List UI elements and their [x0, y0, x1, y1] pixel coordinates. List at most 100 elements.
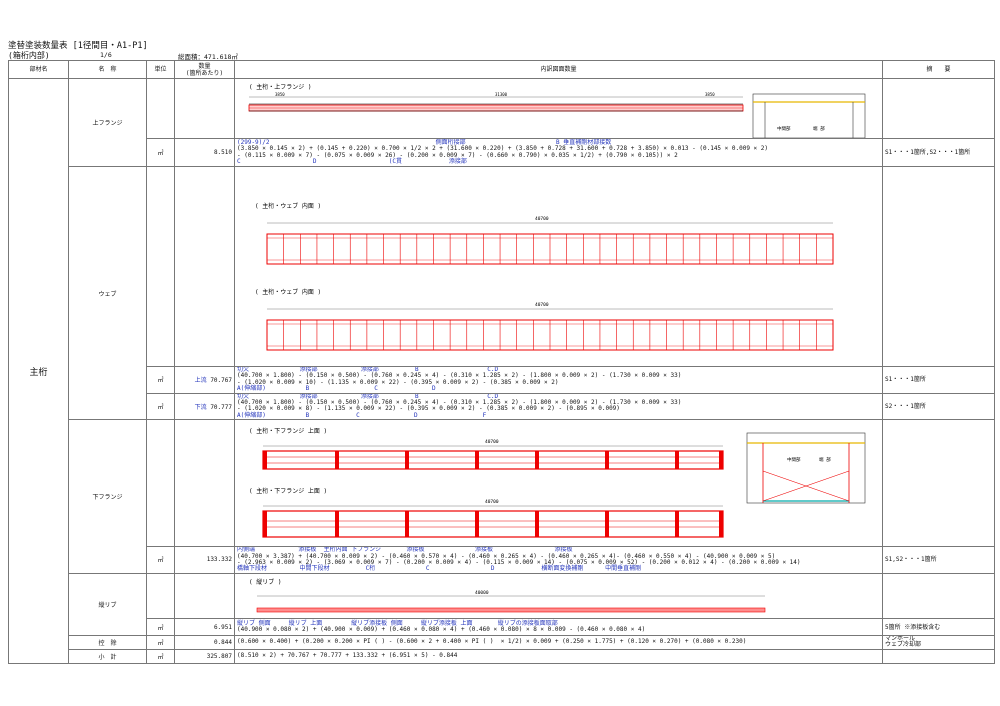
rib-formula: (40.900 × 0.080 × 2) + (40.900 × 0.009) … — [237, 626, 646, 633]
rib-name: 縦リブ — [68, 572, 147, 636]
web-r2-formula-2: - (1.020 × 0.009 × 8) - (1.135 × 0.009 ×… — [237, 405, 620, 413]
deduct-qty: 0.844 — [174, 634, 235, 650]
lower-flange-name: 下フランジ — [68, 419, 147, 574]
lower-flange-unit: ㎡ — [146, 545, 175, 574]
splice-plate — [335, 511, 339, 538]
web-r1-formula: 切欠 添接部 添接部 B C.D (40.700 × 1.800) - (0.15… — [234, 365, 883, 394]
web-drawing: ( 主桁・ウェブ 内面 ) 40700 下流 ( 主桁・ウェブ 内面 ) 407… — [234, 166, 883, 367]
document-title: 塗替塗装数量表 [1径間目・A1-P1] — [8, 41, 148, 51]
upper-flange-remarks: S1・・・1箇所,S2・・・1箇所 — [882, 137, 995, 168]
splice-plate — [475, 511, 479, 538]
web-r1-qty: 70.767 — [210, 377, 232, 385]
deduct-row: 控 除 ㎡ 0.844 (0.600 × 0.400) + (0.200 × 0… — [9, 634, 995, 650]
quantity-table: 部材名 名 称 単位 数量 (箇所あたり) 内訳図面数量 摘 要 主桁 上フラン… — [8, 59, 995, 665]
lower-flange-section-label-2: 端 部 — [819, 456, 831, 463]
lower-flange-section-label-1: 中間部 — [787, 456, 801, 463]
lower-flange-annot-top: 内側端 添接板 主桁内面 下フランジ 添接板 添接板 添接板 — [237, 546, 573, 554]
splice-plate — [263, 451, 267, 470]
col-detail: 内訳図面数量 — [234, 59, 883, 80]
splice-plate — [675, 451, 679, 470]
web-r2-formula-1: (40.700 × 1.800) - (0.150 × 0.500) - (0.… — [237, 399, 682, 407]
subtotal-row: 小 計 ㎡ 325.807 (8.510 × 2) + 70.767 + 70.… — [9, 648, 995, 665]
lower-flange-annot-bot: 橋軸下段材 中間下段材 C桁 C D 横断面変換補剛 中間垂直補剛 — [237, 565, 642, 573]
member-group: 主桁 — [8, 78, 69, 664]
upper-flange-section-label-2: 端 部 — [813, 125, 825, 132]
splice-plate — [263, 511, 267, 538]
col-member: 部材名 — [8, 59, 69, 80]
lower-flange-drawing2-title: ( 主桁・下フランジ 上面 ) — [249, 487, 327, 495]
web-drawing2-title: ( 主桁・ウェブ 内面 ) — [255, 288, 321, 296]
web-r1-remarks: S1・・・1箇所 — [882, 365, 995, 394]
splice-plate — [535, 451, 539, 470]
web-r1-formula-1: (40.700 × 1.800) - (0.150 × 0.500) - (0.… — [237, 372, 682, 380]
rib-qty: 6.951 — [174, 618, 235, 636]
lower-flange-dim1: 40700 — [485, 439, 499, 445]
rib-annot-top: 縦リブ 側面 縦リブ 上面 縦リブ添接板 側面 縦リブ添接板 上面 縦リブの添接… — [237, 619, 558, 627]
col-qty: 数量 (箇所あたり) — [174, 59, 235, 80]
splice-plate — [605, 451, 609, 470]
lower-flange-dim2: 40700 — [485, 499, 499, 505]
web-dim1: 40700 — [535, 216, 549, 222]
rib-remarks: 5箇所 ※添接板含む — [882, 618, 995, 636]
upper-flange-unit: ㎡ — [146, 137, 175, 168]
upper-flange-annot-bot: C D (C貫 添接部 — [237, 157, 467, 165]
web-downstream-row: ㎡ 下流 70.777 切欠 添接部 添接部 B C.D (40.700 × 1.… — [9, 392, 995, 421]
web-drawing-row: ウェブ ( 主桁・ウェブ 内面 ) 40700 下流 ( 主桁・ウェブ 内面 )… — [9, 166, 995, 421]
splice-plate — [719, 451, 723, 470]
upper-flange-formula-row: ㎡ 8.510 (299-9)/2 側面桁接部 B 垂直補剛材部接数 (3.850… — [9, 137, 995, 168]
splice-plate — [605, 511, 609, 538]
lower-flange-formula-row: ㎡ 133.332 内側端 添接板 主桁内面 下フランジ 添接板 添接板 添接板… — [9, 545, 995, 574]
deduct-remarks: マンホール ウェブ冷却部 — [882, 634, 995, 650]
web-upstream-row: ㎡ 上流 70.767 切欠 添接部 添接部 B C.D (40.700 × 1.… — [9, 365, 995, 394]
deduct-formula: (0.600 × 0.400) + (0.200 × 0.200 × PI ( … — [234, 634, 883, 650]
web-r2-remarks: S2・・・1箇所 — [882, 392, 995, 421]
web-r1-annot-bot: A(伸縮部) B C D — [237, 384, 436, 392]
upper-flange-name: 上フランジ — [68, 78, 147, 168]
web-r2-unit: ㎡ — [146, 392, 175, 421]
splice-plate — [719, 511, 723, 538]
upper-flange-drawing: ( 主桁・上フランジ ) 31300 3850 3850 中間部 端 部 — [234, 78, 883, 139]
web-r2-formula: 切欠 添接部 添接部 B C.D (40.700 × 1.800) - (0.15… — [234, 392, 883, 421]
subtotal-name: 小 計 — [68, 648, 147, 665]
table-header-row: 部材名 名 称 単位 数量 (箇所あたり) 内訳図面数量 摘 要 — [8, 59, 995, 80]
upper-flange-annot-top: (299-9)/2 側面桁接部 B 垂直補剛材部接数 — [237, 138, 612, 146]
rib-dim: 40000 — [475, 590, 489, 596]
web-r2-annot-bot: A(伸縮部) B C D F — [237, 411, 487, 419]
lower-flange-remarks: S1,S2・・・1箇所 — [882, 545, 995, 574]
upper-flange-dim-right: 3850 — [705, 92, 715, 97]
web-r1-formula-2: - (1.020 × 0.009 × 10) - (1.135 × 0.009 … — [237, 378, 559, 386]
col-unit: 単位 — [146, 59, 175, 80]
splice-plate — [405, 511, 409, 538]
col-remarks: 摘 要 — [882, 59, 995, 80]
document-header: 塗替塗装数量表 [1径間目・A1-P1] (箱桁内部) — [8, 41, 148, 61]
subtotal-formula: (8.510 × 2) + 70.767 + 70.777 + 133.332 … — [234, 648, 883, 665]
upper-flange-drawing-row: 主桁 上フランジ ( 主桁・上フランジ ) 31300 3850 3850 中間… — [8, 78, 995, 664]
lower-flange-qty: 133.332 — [174, 545, 235, 574]
upper-flange-qty: 8.510 — [174, 137, 235, 168]
web-r2-side: 下流 — [194, 403, 207, 411]
subtotal-unit: ㎡ — [146, 648, 175, 665]
lower-flange-drawing: ( 主桁・下フランジ 上面 ) 40700 ( 主桁・下フランジ 上面 ) 40… — [234, 419, 883, 547]
deduct-unit: ㎡ — [146, 634, 175, 650]
lower-flange-formula-1: (40.700 × 3.387) + (40.700 × 0.009 × 2) … — [237, 552, 776, 560]
subtotal-qty: 325.807 — [174, 648, 235, 665]
web-dim2: 40700 — [535, 302, 549, 308]
rib-drawing-row: 縦リブ ( 縦リブ ) 40000 — [9, 572, 995, 636]
rib-formula-cell: 縦リブ 側面 縦リブ 上面 縦リブ添接板 側面 縦リブ添接板 上面 縦リブの添接… — [234, 618, 883, 636]
web-r2-annot-top: 切欠 添接部 添接部 B C.D — [237, 393, 499, 400]
web-r1-unit: ㎡ — [146, 365, 175, 394]
lower-flange-drawing-row: 下フランジ ( 主桁・下フランジ 上面 ) 40700 ( 主桁・下フランジ 上… — [9, 419, 995, 574]
splice-plate — [535, 511, 539, 538]
splice-plate — [675, 511, 679, 538]
rib-drawing-title: ( 縦リブ ) — [249, 578, 281, 586]
lower-flange-formula-2: - (2.963 × 0.009 × 2) - (3.069 × 0.009 ×… — [237, 558, 801, 566]
upper-flange-formula: (299-9)/2 側面桁接部 B 垂直補剛材部接数 (3.850 × 0.145… — [234, 137, 883, 168]
rib-unit: ㎡ — [146, 618, 175, 636]
lower-flange-formula: 内側端 添接板 主桁内面 下フランジ 添接板 添接板 添接板 (40.700 × … — [234, 545, 883, 574]
lower-flange-drawing1-title: ( 主桁・下フランジ 上面 ) — [249, 427, 327, 435]
upper-flange-formula-1: (3.850 × 0.145 × 2) + (0.145 + 0.220) × … — [237, 145, 769, 153]
page-number: 1/6 — [100, 51, 112, 59]
deduct-name: 控 除 — [68, 634, 147, 650]
upper-flange-formula-2: - (0.115 × 0.009 × 7) - (0.075 × 0.009 ×… — [237, 151, 678, 159]
col-name: 名 称 — [68, 59, 147, 80]
